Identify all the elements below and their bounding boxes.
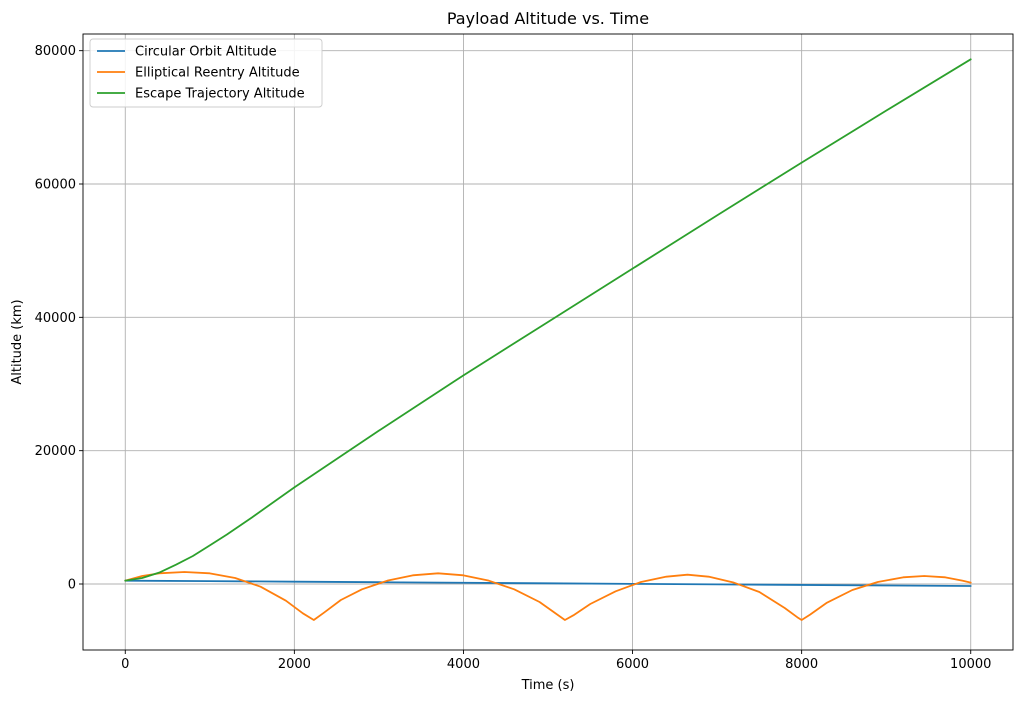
y-tick-label: 20000 (35, 444, 76, 459)
x-tick-label: 10000 (950, 657, 991, 672)
legend: Circular Orbit Altitude Elliptical Reentr… (89, 38, 323, 108)
x-axis-title: Time (s) (521, 678, 575, 693)
axis-ticks: 0 2000 4000 6000 8000 10000 0 20000 40000 60000 80… (35, 44, 992, 672)
legend-items: Circular Orbit Altitude Elliptical Reentr… (97, 45, 305, 102)
series-line-elliptical-reentry-altitude (124, 571, 972, 621)
series-line-circular-orbit-altitude (124, 579, 972, 587)
series-line-escape-trajectory-altitude (124, 58, 972, 582)
x-tick-label: 0 (121, 657, 129, 672)
y-tick-label: 80000 (35, 44, 76, 59)
y-tick-label: 60000 (35, 178, 76, 193)
legend-label: Circular Orbit Altitude (135, 45, 277, 60)
x-tick-label: 2000 (278, 657, 311, 672)
series-layer (124, 58, 972, 621)
y-tick-label: 40000 (35, 311, 76, 326)
y-axis-title: Altitude (km) (10, 299, 25, 384)
legend-label: Elliptical Reentry Altitude (135, 66, 300, 81)
grid (83, 34, 1013, 650)
x-tick-label: 8000 (785, 657, 818, 672)
x-tick-label: 6000 (616, 657, 649, 672)
y-tick-label: 0 (68, 578, 76, 593)
plot-frame (82, 33, 1014, 651)
legend-box (89, 38, 323, 108)
chart-title: Payload Altitude vs. Time (447, 9, 649, 28)
x-tick-label: 4000 (447, 657, 480, 672)
legend-label: Escape Trajectory Altitude (135, 87, 305, 102)
